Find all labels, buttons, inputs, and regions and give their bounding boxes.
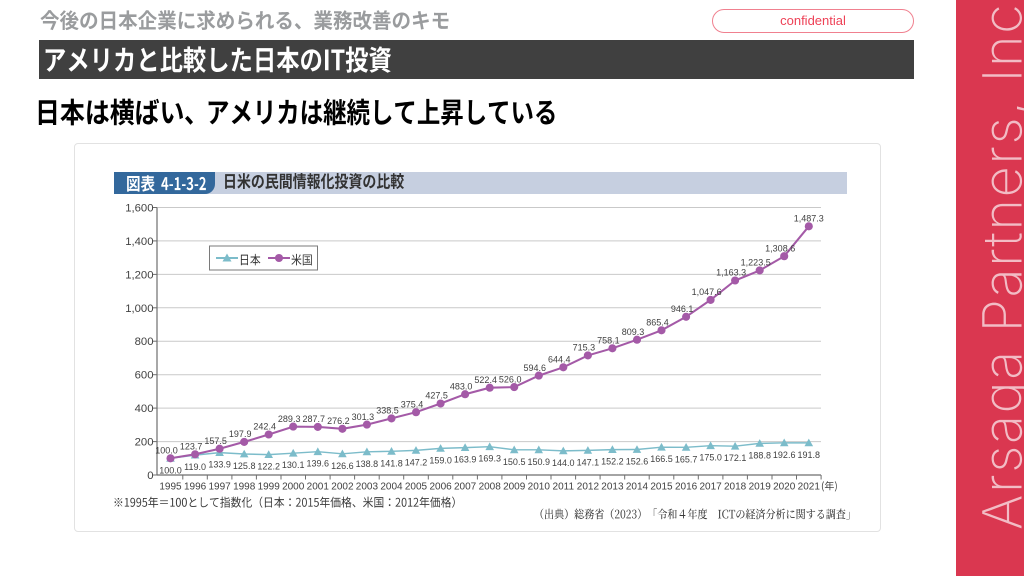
svg-text:141.8: 141.8 <box>380 458 403 468</box>
svg-text:1998: 1998 <box>233 481 256 492</box>
svg-text:152.2: 152.2 <box>601 457 624 467</box>
svg-text:169.3: 169.3 <box>478 454 501 464</box>
svg-text:2006: 2006 <box>429 481 452 492</box>
svg-text:715.3: 715.3 <box>573 343 596 353</box>
svg-text:2003: 2003 <box>356 481 379 492</box>
svg-text:2004: 2004 <box>380 481 403 492</box>
svg-text:865.4: 865.4 <box>646 318 669 328</box>
svg-text:150.5: 150.5 <box>503 457 526 467</box>
svg-text:2010: 2010 <box>528 481 551 492</box>
svg-text:2009: 2009 <box>503 481 526 492</box>
svg-text:1,223.5: 1,223.5 <box>741 258 771 268</box>
svg-text:192.6: 192.6 <box>773 450 796 460</box>
svg-text:2016: 2016 <box>675 481 698 492</box>
svg-text:172.1: 172.1 <box>724 453 747 463</box>
svg-text:338.5: 338.5 <box>376 406 399 416</box>
svg-text:1,000: 1,000 <box>125 303 153 315</box>
svg-text:144.0: 144.0 <box>552 458 575 468</box>
svg-text:1,200: 1,200 <box>125 269 153 281</box>
svg-text:1,400: 1,400 <box>125 236 153 248</box>
svg-text:1,600: 1,600 <box>125 203 153 215</box>
svg-text:166.5: 166.5 <box>650 454 673 464</box>
svg-text:122.2: 122.2 <box>257 462 280 472</box>
svg-text:2011: 2011 <box>553 481 575 492</box>
svg-text:139.6: 139.6 <box>307 459 330 469</box>
svg-text:287.7: 287.7 <box>303 414 326 424</box>
svg-text:1997: 1997 <box>208 481 231 492</box>
svg-text:644.4: 644.4 <box>548 355 571 365</box>
svg-text:1,308.6: 1,308.6 <box>765 243 795 253</box>
svg-text:301.3: 301.3 <box>352 412 375 422</box>
svg-text:2000: 2000 <box>282 481 305 492</box>
svg-text:2013: 2013 <box>601 481 624 492</box>
svg-text:188.8: 188.8 <box>748 450 771 460</box>
svg-text:200: 200 <box>135 437 154 449</box>
svg-text:197.9: 197.9 <box>229 429 252 439</box>
svg-text:1,163.3: 1,163.3 <box>716 268 746 278</box>
svg-text:758.1: 758.1 <box>597 336 620 346</box>
svg-text:123.7: 123.7 <box>180 442 203 452</box>
svg-text:600: 600 <box>135 370 154 382</box>
svg-text:125.8: 125.8 <box>233 461 256 471</box>
svg-text:2017: 2017 <box>699 481 722 492</box>
svg-text:800: 800 <box>135 336 154 348</box>
svg-text:2014: 2014 <box>626 481 649 492</box>
svg-text:1996: 1996 <box>184 481 207 492</box>
svg-text:119.0: 119.0 <box>184 462 206 472</box>
svg-text:163.9: 163.9 <box>454 455 477 465</box>
svg-text:2008: 2008 <box>479 481 502 492</box>
svg-text:375.4: 375.4 <box>401 399 424 409</box>
svg-text:2020: 2020 <box>773 481 796 492</box>
svg-text:152.6: 152.6 <box>626 457 649 467</box>
svg-text:946.1: 946.1 <box>671 304 694 314</box>
svg-text:2001: 2001 <box>307 481 330 492</box>
svg-text:2021: 2021 <box>798 481 821 492</box>
svg-text:483.0: 483.0 <box>450 381 473 391</box>
svg-text:100.0: 100.0 <box>159 465 182 475</box>
svg-text:175.0: 175.0 <box>699 453 722 463</box>
svg-text:2018: 2018 <box>724 481 747 492</box>
svg-text:1995: 1995 <box>159 481 182 492</box>
svg-text:1,047.6: 1,047.6 <box>692 287 722 297</box>
svg-text:191.8: 191.8 <box>798 450 821 460</box>
svg-text:100.0: 100.0 <box>155 446 178 456</box>
svg-text:150.9: 150.9 <box>528 457 551 467</box>
svg-text:147.2: 147.2 <box>405 457 428 467</box>
svg-text:0: 0 <box>147 470 153 482</box>
svg-text:165.7: 165.7 <box>675 454 698 464</box>
svg-text:2005: 2005 <box>405 481 428 492</box>
svg-text:147.1: 147.1 <box>577 457 600 467</box>
svg-text:1999: 1999 <box>258 481 281 492</box>
svg-text:2002: 2002 <box>331 481 354 492</box>
svg-text:2019: 2019 <box>749 481 772 492</box>
svg-text:130.1: 130.1 <box>282 460 305 470</box>
svg-text:2015: 2015 <box>650 481 673 492</box>
svg-text:526.0: 526.0 <box>499 374 522 384</box>
svg-text:126.6: 126.6 <box>331 461 354 471</box>
svg-text:159.0: 159.0 <box>429 455 452 465</box>
svg-text:242.4: 242.4 <box>253 422 276 432</box>
svg-text:2012: 2012 <box>577 481 600 492</box>
svg-text:809.3: 809.3 <box>622 327 645 337</box>
svg-text:138.8: 138.8 <box>356 459 379 469</box>
svg-text:427.5: 427.5 <box>425 391 448 401</box>
svg-text:289.3: 289.3 <box>278 414 301 424</box>
svg-text:400: 400 <box>135 403 154 415</box>
svg-text:157.5: 157.5 <box>204 436 227 446</box>
svg-text:276.2: 276.2 <box>327 416 350 426</box>
svg-text:1,487.3: 1,487.3 <box>794 214 824 224</box>
svg-text:522.4: 522.4 <box>474 375 497 385</box>
svg-text:2007: 2007 <box>454 481 477 492</box>
svg-text:594.6: 594.6 <box>524 363 547 373</box>
svg-text:133.9: 133.9 <box>208 460 231 470</box>
